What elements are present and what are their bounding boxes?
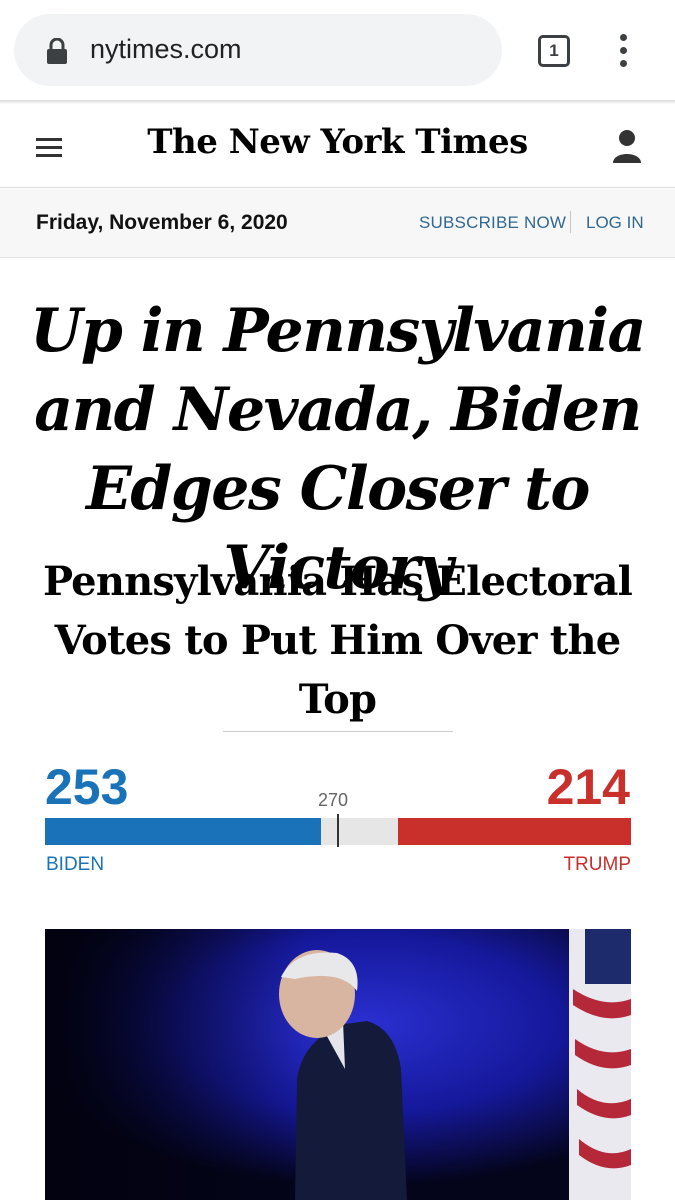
browser-toolbar: nytimes.com 1 (0, 0, 675, 102)
threshold-marker (336, 814, 339, 847)
url-text[interactable]: nytimes.com (90, 34, 242, 64)
login-link[interactable]: LOG IN (586, 213, 644, 232)
account-icon[interactable] (612, 129, 642, 165)
headline[interactable]: Up in Pennsylvania and Nevada, Biden Edg… (30, 296, 646, 603)
electoral-bar (45, 814, 631, 847)
current-date: Friday, November 6, 2020 (36, 211, 288, 234)
subheadline: Pennsylvania Has Electoral Votes to Put … (42, 558, 633, 723)
photo-illustration (45, 929, 631, 1200)
site-header: The New York Times (0, 104, 675, 188)
address-bar[interactable]: nytimes.com (14, 14, 502, 86)
trump-electoral-votes: 214 (546, 759, 630, 815)
divider-rule (223, 731, 453, 732)
tabs-icon[interactable]: 1 (538, 35, 570, 67)
speaker-figure (279, 950, 407, 1200)
divider (570, 211, 571, 233)
biden-electoral-votes: 253 (45, 759, 129, 815)
trump-bar (397, 818, 631, 845)
biden-label: BIDEN (46, 854, 105, 875)
trump-label: TRUMP (563, 854, 631, 875)
lead-photo[interactable] (45, 929, 631, 1200)
tab-count: 1 (549, 41, 559, 60)
menu-icon[interactable] (36, 138, 62, 158)
threshold-label: 270 (318, 790, 349, 810)
site-logo[interactable]: The New York Times (147, 122, 528, 162)
biden-bar (45, 818, 321, 845)
lock-icon (47, 38, 67, 64)
date-bar: Friday, November 6, 2020 SUBSCRIBE NOW L… (0, 189, 675, 258)
flag (569, 929, 631, 1200)
toolbar-shadow (0, 100, 675, 104)
more-vert-icon[interactable] (614, 34, 634, 68)
subscribe-link[interactable]: SUBSCRIBE NOW (419, 213, 567, 232)
